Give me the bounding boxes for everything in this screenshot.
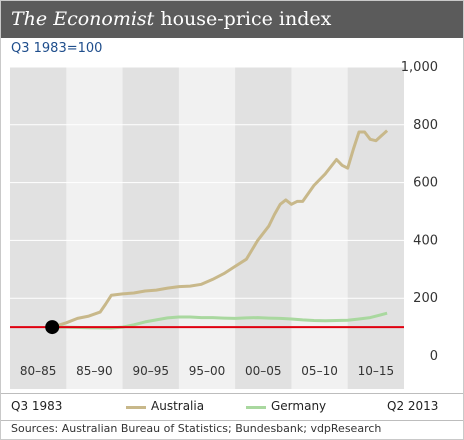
period-band: [347, 67, 404, 389]
x-tick-label: 10–15: [358, 364, 395, 378]
chart-title: The Economist house-price index: [11, 6, 331, 32]
legend-swatch-germany: [246, 406, 266, 409]
chart-title-italic: The Economist: [11, 8, 155, 30]
period-band: [235, 67, 292, 389]
legend-start-label: Q3 1983: [11, 399, 63, 413]
start-marker: [45, 320, 60, 335]
chart-subtitle: Q3 1983=100: [11, 41, 103, 56]
period-band: [122, 67, 179, 389]
source-note: Sources: Australian Bureau of Statistics…: [11, 422, 382, 435]
series-line-australia: [51, 129, 389, 329]
y-tick-label: 400: [413, 233, 438, 248]
legend-swatch-australia: [126, 406, 146, 409]
x-tick-label: 00–05: [245, 364, 282, 378]
legend: Q3 1983 Australia Germany Q2 2013: [1, 393, 463, 421]
series-line-germany: [52, 311, 388, 330]
plot-background: [10, 67, 404, 389]
y-tick-label: 200: [413, 291, 438, 306]
x-tick-label: 90–95: [132, 364, 169, 378]
y-tick-label: 0: [430, 349, 438, 364]
y-tick-label: 1,000: [401, 60, 438, 75]
x-tick-label: 95–00: [189, 364, 226, 378]
x-tick-label: 85–90: [76, 364, 113, 378]
chart-title-rest: house-price index: [154, 8, 332, 30]
period-band: [10, 67, 67, 389]
y-tick-label: 800: [413, 118, 438, 133]
legend-label-australia: Australia: [151, 399, 205, 413]
title-bar: The Economist house-price index: [1, 1, 463, 38]
y-tick-label: 600: [413, 176, 438, 191]
x-tick-label: 05–10: [301, 364, 338, 378]
x-tick-label: 80–85: [20, 364, 57, 378]
legend-end-label: Q2 2013: [387, 399, 439, 413]
legend-label-germany: Germany: [271, 399, 327, 413]
